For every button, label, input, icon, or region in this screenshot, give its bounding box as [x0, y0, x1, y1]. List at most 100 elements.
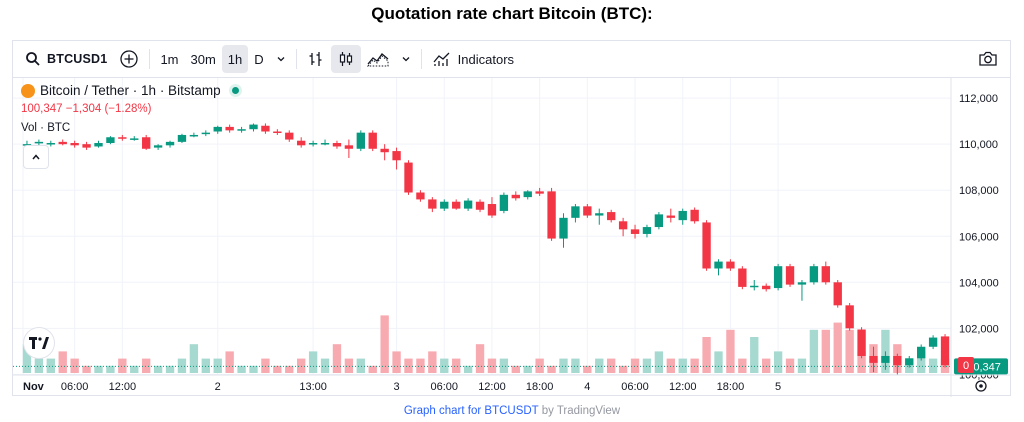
volume-bar: [678, 358, 687, 373]
volume-bar: [630, 358, 640, 373]
x-tick-label: 5: [775, 381, 781, 393]
chart-widget: BTCUSD1 1m 30m 1h D Indicators: [12, 40, 1011, 397]
x-tick-label: 06:00: [621, 381, 649, 393]
volume-bar: [499, 358, 509, 373]
volume-bar: [547, 365, 556, 373]
volume-bar: [571, 358, 580, 373]
series-title: Bitcoin / Tether · 1h · Bitstamp: [40, 83, 221, 98]
candle-body: [738, 268, 747, 287]
candle-body: [82, 144, 91, 148]
volume-bar: [130, 365, 139, 373]
candle-body: [452, 201, 461, 209]
toolbar-divider: [420, 49, 422, 69]
volume-bar: [702, 337, 711, 373]
candle-body: [118, 137, 127, 139]
candle-body: [595, 213, 604, 216]
candle-body: [237, 129, 246, 131]
candle-body: [320, 143, 330, 145]
interval-1m[interactable]: 1m: [160, 51, 179, 67]
symbol-search[interactable]: BTCUSD1: [19, 45, 113, 73]
volume-bar: [511, 365, 520, 373]
candle-body: [857, 329, 866, 356]
price-chart[interactable]: 112,000 110,000 108,000 106,000 104,000 102,0…: [13, 78, 1010, 397]
candle-body: [392, 151, 401, 161]
candle-body: [177, 134, 187, 142]
y-tick-label: 112,000: [959, 93, 998, 105]
volume-bar: [189, 344, 199, 373]
candle-body: [213, 126, 222, 132]
volume-bar: [726, 329, 735, 373]
collapse-legend-button[interactable]: [23, 145, 49, 169]
volume-bar: [142, 358, 151, 373]
series-legend[interactable]: Bitcoin / Tether · 1h · Bitstamp: [21, 83, 242, 98]
volume-bar: [618, 365, 628, 373]
snapshot-button[interactable]: [972, 45, 1004, 73]
settings-icon[interactable]: [975, 380, 987, 392]
volume-bar: [225, 351, 234, 373]
tradingview-logo-icon: [29, 337, 49, 349]
candle-body: [332, 143, 342, 147]
candle-body: [261, 125, 270, 132]
candle-body: [714, 261, 723, 269]
interval-30m[interactable]: 30m: [190, 51, 216, 67]
candle-body: [785, 266, 795, 285]
volume-bar: [285, 365, 294, 373]
page-title: Quotation rate chart Bitcoin (BTC):: [371, 4, 653, 23]
candle-body: [809, 266, 819, 283]
volume-bar: [34, 358, 44, 373]
volume-bar: [809, 329, 819, 373]
search-icon: [26, 52, 40, 66]
x-tick-label: Nov: [23, 381, 45, 393]
candle-body: [940, 336, 950, 366]
candle-body: [189, 134, 199, 137]
volume-bar: [928, 358, 938, 373]
chevron-down-icon: [402, 57, 410, 62]
volume-bar: [380, 315, 389, 373]
volume-bar: [404, 358, 413, 373]
volume-bar: [261, 358, 270, 373]
interval-1d[interactable]: D: [254, 51, 264, 67]
volume-bar: [118, 358, 127, 373]
volume-bar: [559, 358, 568, 373]
volume-bar: [153, 365, 163, 373]
candle-body: [106, 137, 115, 144]
volume-bar: [714, 351, 723, 373]
x-tick-label: 18:00: [526, 381, 554, 393]
candle-body: [368, 132, 377, 149]
interval-dropdown[interactable]: [270, 45, 292, 73]
candle-body: [893, 355, 902, 366]
chart-area[interactable]: 112,000 110,000 108,000 106,000 104,000 102,0…: [13, 78, 1010, 397]
candle-body: [666, 215, 675, 218]
x-tick-label: 06:00: [431, 381, 459, 393]
interval-1h[interactable]: 1h: [221, 45, 249, 73]
candle-body: [499, 194, 509, 211]
area-chart-button[interactable]: [361, 45, 395, 73]
candle-body: [416, 192, 425, 200]
indicators-button[interactable]: Indicators: [426, 45, 520, 73]
chart-type-dropdown[interactable]: [395, 45, 417, 73]
volume-bar: [666, 358, 675, 373]
candle-body: [308, 143, 318, 145]
volume-bar: [845, 329, 854, 373]
candle-body: [928, 337, 938, 347]
candle-body: [881, 355, 890, 363]
x-tick-label: 3: [394, 381, 400, 393]
candle-body: [654, 214, 664, 228]
volume-bar: [487, 358, 497, 373]
x-tick-label: 12:00: [478, 381, 506, 393]
chart-attribution-link[interactable]: Graph chart for BTCUSDT: [403, 405, 539, 417]
x-tick-label: 12:00: [109, 381, 137, 393]
tradingview-logo[interactable]: [24, 328, 54, 358]
candle-body: [547, 191, 556, 239]
candle-body: [273, 131, 282, 133]
candle-body: [821, 266, 830, 283]
volume-bar: [857, 351, 866, 373]
chart-attribution: Graph chart for BTCUSDT by TradingView: [0, 405, 1024, 417]
price-change-readout: 100,347 −1,304 (−1.28%): [21, 103, 152, 115]
y-tick-label: 110,000: [959, 139, 998, 151]
bar-chart-button[interactable]: [301, 45, 331, 73]
add-symbol-button[interactable]: [113, 45, 145, 73]
candles-button[interactable]: [330, 45, 361, 73]
chart-toolbar: BTCUSD1 1m 30m 1h D Indicators: [13, 41, 1010, 78]
candle-body: [201, 132, 210, 135]
